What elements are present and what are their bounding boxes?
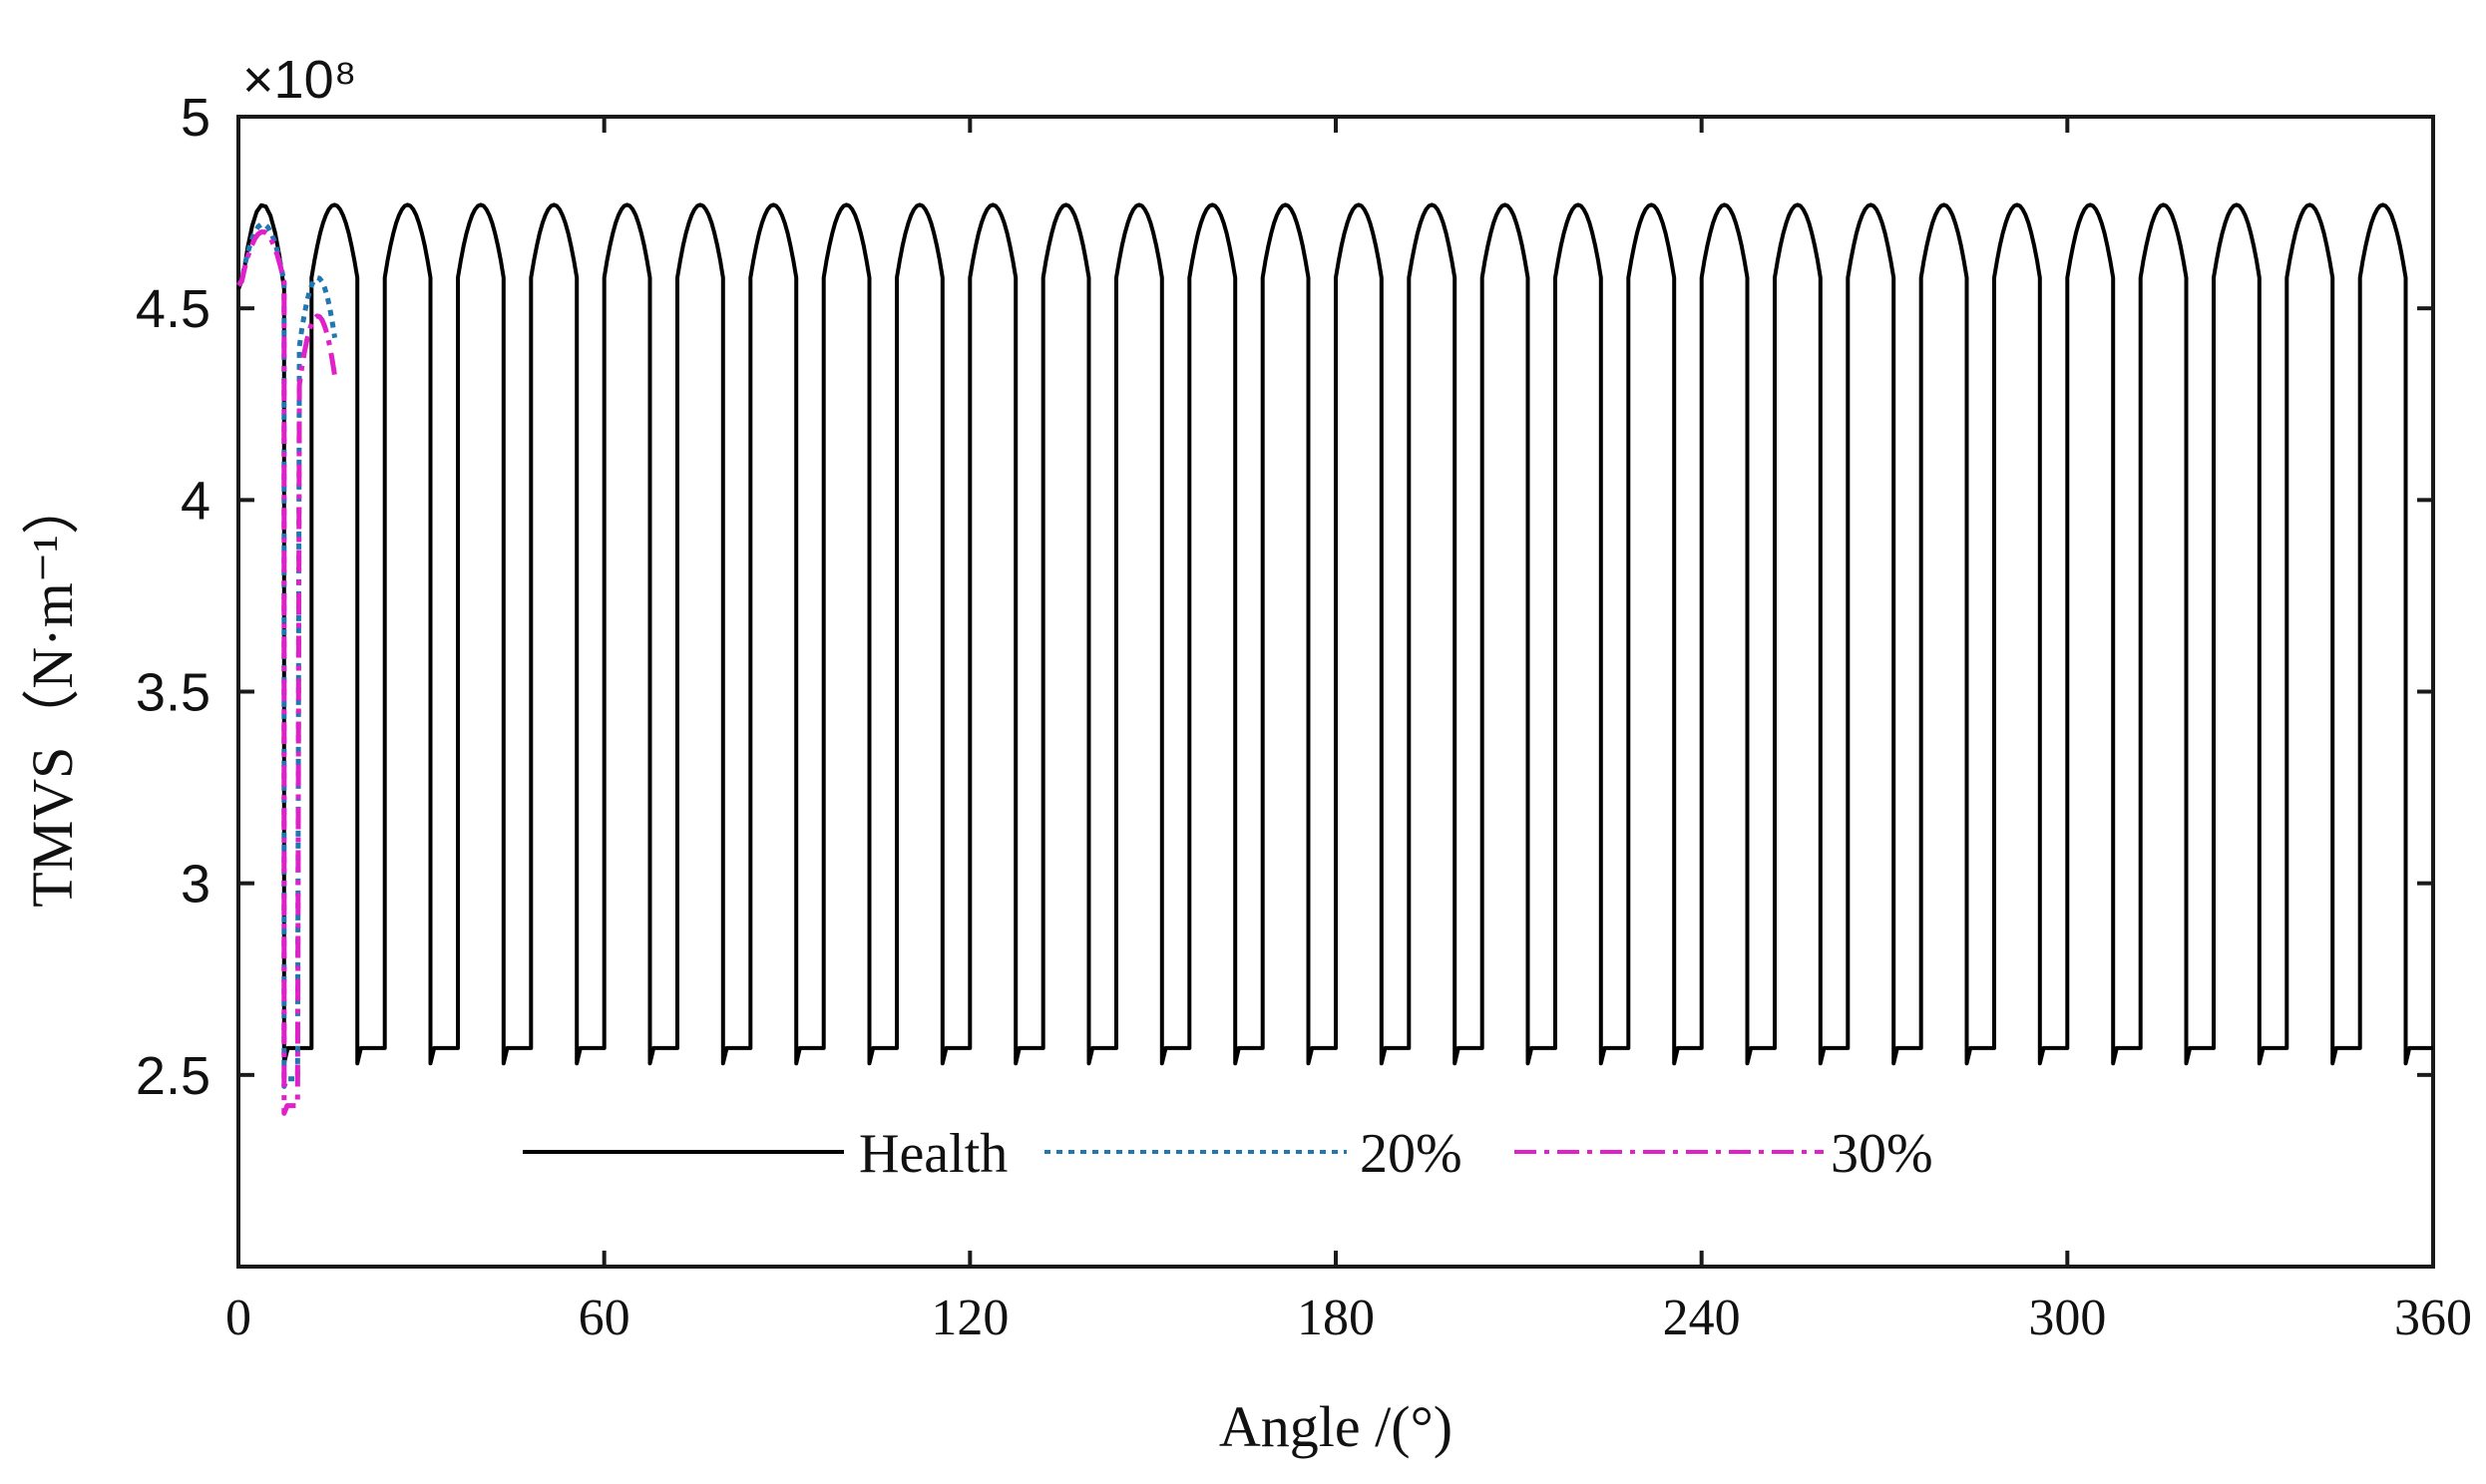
y-tick-label: 3 <box>181 855 210 915</box>
legend-label: 20% <box>1360 1123 1462 1185</box>
series-line-health <box>236 202 2433 1066</box>
x-tick-label: 300 <box>2028 1290 2106 1346</box>
y-tick-label: 4.5 <box>136 279 210 339</box>
x-tick-label: 240 <box>1663 1290 1741 1346</box>
x-tick-label: 180 <box>1297 1290 1375 1346</box>
y-tick-label: 4 <box>181 471 210 531</box>
x-tick-label: 0 <box>225 1290 251 1346</box>
legend: Health 20% 30% <box>523 1123 1933 1185</box>
x-tick-label: 360 <box>2394 1290 2472 1346</box>
series-line-30pct <box>236 229 338 1116</box>
series-layer <box>235 202 2433 1116</box>
y-tick-label: 5 <box>181 88 210 148</box>
y-exponent-label: ×10⁸ <box>242 50 356 110</box>
y-tick-label: 2.5 <box>136 1046 210 1106</box>
legend-label: Health <box>859 1123 1008 1185</box>
series-line-20pct <box>235 221 338 1089</box>
tick-marks <box>236 115 2435 1267</box>
legend-label: 30% <box>1831 1123 1933 1185</box>
y-tick-label: 3.5 <box>136 663 210 723</box>
x-tick-label: 120 <box>931 1290 1009 1346</box>
x-tick-label: 60 <box>579 1290 630 1346</box>
y-tick-labels: 2.5 3 3.5 4 4.5 5 <box>136 88 210 1106</box>
y-axis-title: TMVS（N·m⁻¹） <box>20 477 85 907</box>
x-axis-title: Angle /(°) <box>1219 1394 1452 1459</box>
x-tick-labels: 0 60 120 180 240 300 360 <box>225 1290 2472 1346</box>
